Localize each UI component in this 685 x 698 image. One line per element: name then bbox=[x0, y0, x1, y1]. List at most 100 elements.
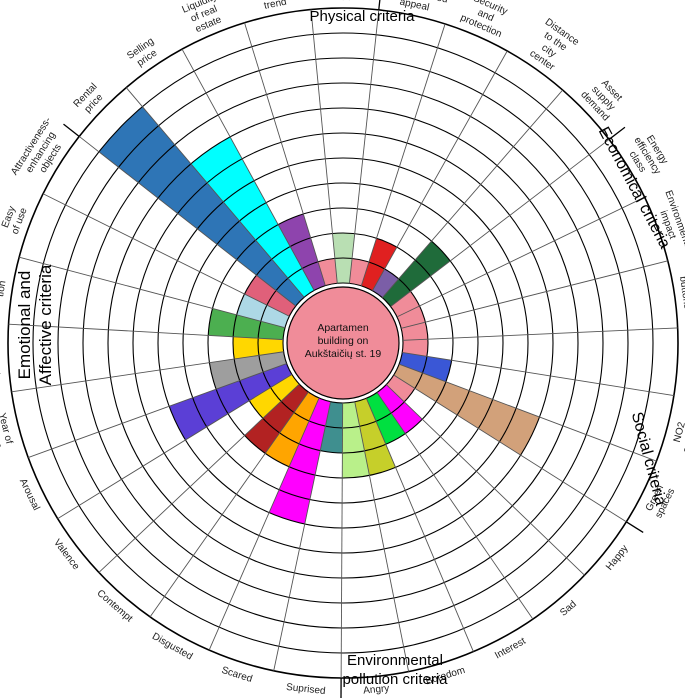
bar-disgusted bbox=[265, 392, 320, 467]
grid-spoke bbox=[28, 363, 287, 458]
group-title: Social criteria bbox=[628, 410, 669, 507]
group-title: Environmental pollution criteria bbox=[342, 652, 448, 688]
group-title: Physical criteria bbox=[309, 8, 415, 25]
criterion-label-line: NO2 bbox=[672, 420, 685, 443]
criterion-label-line: trend bbox=[263, 0, 288, 12]
grid-ring bbox=[32, 32, 654, 654]
grid-spoke bbox=[365, 398, 474, 652]
bar-security-and-protection bbox=[361, 238, 397, 291]
grid-spoke bbox=[57, 374, 293, 519]
bar-interest bbox=[366, 392, 406, 445]
bar-selling-price bbox=[190, 136, 315, 298]
grid-ring bbox=[157, 157, 529, 529]
criterion-label: Contempt bbox=[95, 588, 135, 625]
grid-spoke bbox=[354, 401, 410, 672]
grid-spoke bbox=[402, 327, 678, 341]
group-title: Emotional and Affective criteria bbox=[15, 264, 55, 385]
grid-spoke bbox=[149, 391, 309, 618]
grid-spoke bbox=[310, 9, 338, 284]
grid-spoke bbox=[181, 48, 315, 291]
grid-ring bbox=[207, 207, 479, 479]
grid-ring bbox=[107, 107, 579, 579]
bar-traffic-flows bbox=[402, 339, 428, 357]
grid-spoke bbox=[376, 392, 534, 620]
grid-spoke bbox=[396, 196, 645, 318]
bar-angry bbox=[342, 401, 370, 478]
grid-spoke bbox=[401, 260, 668, 329]
bar-energy-consumption bbox=[208, 308, 286, 340]
grid-ring bbox=[182, 182, 504, 504]
group-separator bbox=[378, 0, 381, 10]
bar-scared bbox=[269, 398, 331, 525]
group-separator bbox=[625, 521, 644, 534]
bar-sad bbox=[376, 384, 423, 434]
bar-year-of-construction bbox=[209, 351, 287, 390]
criterion-label-line: Scared bbox=[220, 665, 254, 685]
bar-asset-supply-demand bbox=[382, 241, 451, 307]
grid-spoke bbox=[273, 401, 332, 671]
bar-attractiveness-enhancing-objects bbox=[244, 275, 296, 317]
grid-spoke bbox=[78, 136, 297, 307]
bar-neighborhood-appeal bbox=[349, 258, 369, 286]
criterion-label: Valence bbox=[51, 537, 82, 572]
grid-spoke bbox=[390, 139, 610, 307]
grid-ring bbox=[282, 282, 404, 404]
bars-layer bbox=[98, 106, 540, 525]
criterion-label-line: Angry bbox=[363, 683, 390, 696]
grid-layer bbox=[7, 0, 679, 698]
grid-spoke bbox=[360, 23, 446, 286]
grid-spoke bbox=[244, 22, 326, 286]
criterion-label-line: Disgusted bbox=[150, 631, 194, 662]
bar-valence bbox=[249, 374, 300, 419]
criterion-label: Heatedarea bbox=[0, 342, 1, 375]
hub-layer: Apartamen building on Aukštaičių st. 19 bbox=[286, 286, 400, 400]
grid-spoke bbox=[125, 87, 305, 298]
grid-spoke bbox=[398, 363, 657, 462]
criterion-label-line: buttons bbox=[677, 276, 685, 310]
bar-rental-price bbox=[98, 106, 305, 307]
criterion-label: Sad bbox=[558, 599, 579, 619]
grid-ring bbox=[257, 257, 429, 429]
bar-arousal bbox=[169, 363, 292, 440]
grid-spoke bbox=[8, 323, 284, 341]
grid-spoke bbox=[208, 397, 320, 651]
criterion-label: Scared bbox=[220, 665, 254, 685]
grid-spoke bbox=[19, 256, 286, 329]
criterion-label: Propertypricevaluetrend bbox=[260, 0, 288, 12]
criterion-label-line: Heated bbox=[0, 342, 1, 375]
hub-circle bbox=[286, 286, 400, 400]
bar-liquidity-of-real-estate bbox=[278, 213, 326, 291]
criterion-label: NO2avarageannualconc. bbox=[672, 416, 685, 454]
criterion-label: Trafficbuttons bbox=[677, 276, 685, 310]
bar-easy-of-use bbox=[236, 294, 290, 328]
bar-green-spaces bbox=[393, 364, 540, 456]
grid-spoke bbox=[42, 193, 290, 317]
grid-spoke bbox=[98, 383, 300, 573]
grid-ring bbox=[82, 82, 604, 604]
grid-spoke bbox=[402, 351, 674, 397]
group-separator bbox=[608, 126, 626, 140]
bar-no2-avarage-annual-conc- bbox=[399, 352, 452, 382]
bar-contempt bbox=[244, 384, 309, 454]
bar-distance-to-the-city-center bbox=[372, 268, 399, 298]
criterion-label-line: Contempt bbox=[95, 588, 135, 625]
criterion-label-line: Valence bbox=[51, 537, 82, 572]
bar-environmental-impact bbox=[397, 305, 426, 329]
grid-spoke bbox=[340, 402, 344, 678]
criterion-label-line: Suprised bbox=[286, 682, 326, 697]
criterion-label-line: tion bbox=[0, 280, 8, 298]
criterion-label: Energyconsump-tion bbox=[0, 280, 8, 298]
grid-spoke bbox=[393, 374, 627, 523]
grid-ring bbox=[232, 232, 454, 454]
grid-ring bbox=[7, 7, 679, 679]
group-separator bbox=[63, 123, 80, 137]
